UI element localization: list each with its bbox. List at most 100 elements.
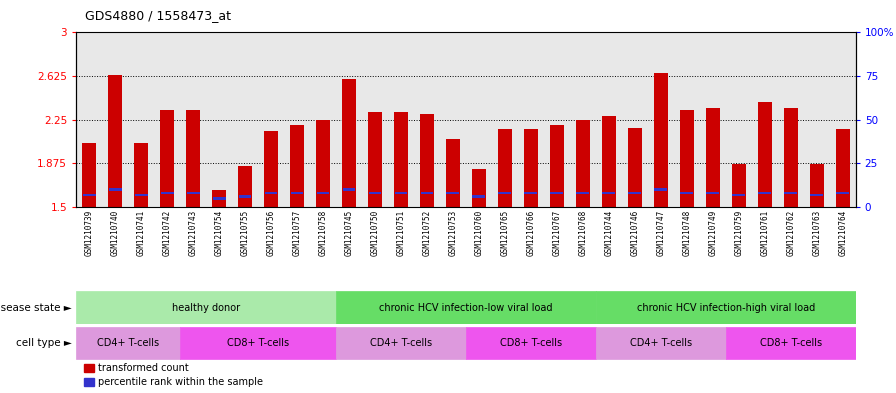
- Text: GSM1210756: GSM1210756: [266, 210, 276, 256]
- Bar: [212, 197, 226, 200]
- Text: GSM1210743: GSM1210743: [188, 210, 198, 256]
- Text: GSM1210751: GSM1210751: [396, 210, 406, 256]
- Bar: [550, 192, 564, 195]
- Bar: [654, 73, 668, 207]
- Bar: [836, 192, 849, 195]
- Text: GSM1210742: GSM1210742: [162, 210, 172, 256]
- Bar: [498, 129, 512, 207]
- Text: GSM1210748: GSM1210748: [682, 210, 692, 256]
- Bar: [810, 194, 823, 196]
- Text: GSM1210759: GSM1210759: [734, 210, 744, 256]
- Text: CD4+ T-cells: CD4+ T-cells: [370, 338, 432, 348]
- Text: GSM1210745: GSM1210745: [344, 210, 354, 256]
- Text: GSM1210741: GSM1210741: [136, 210, 146, 256]
- Bar: [76, 327, 180, 359]
- Text: chronic HCV infection-low viral load: chronic HCV infection-low viral load: [379, 303, 553, 312]
- Bar: [336, 327, 466, 359]
- Text: GSM1210740: GSM1210740: [110, 210, 120, 256]
- Bar: [758, 102, 771, 207]
- Text: percentile rank within the sample: percentile rank within the sample: [98, 377, 263, 387]
- Bar: [316, 120, 330, 207]
- Bar: [654, 188, 668, 191]
- Bar: [108, 75, 122, 207]
- Text: GSM1210760: GSM1210760: [474, 210, 484, 256]
- Text: GSM1210746: GSM1210746: [630, 210, 640, 256]
- Text: GSM1210761: GSM1210761: [760, 210, 770, 256]
- Bar: [524, 129, 538, 207]
- Bar: [602, 116, 616, 207]
- Text: GSM1210752: GSM1210752: [422, 210, 432, 256]
- Bar: [212, 190, 226, 207]
- Bar: [732, 194, 745, 196]
- Text: GSM1210758: GSM1210758: [318, 210, 328, 256]
- Bar: [602, 192, 616, 195]
- Bar: [576, 192, 590, 195]
- Text: GSM1210754: GSM1210754: [214, 210, 224, 256]
- Bar: [596, 292, 856, 323]
- Bar: [680, 192, 694, 195]
- Text: GSM1210749: GSM1210749: [708, 210, 718, 256]
- Bar: [264, 131, 278, 207]
- Text: GSM1210765: GSM1210765: [500, 210, 510, 256]
- Bar: [342, 79, 356, 207]
- Bar: [368, 112, 382, 207]
- Text: GSM1210757: GSM1210757: [292, 210, 302, 256]
- Bar: [446, 140, 460, 207]
- Text: GDS4880 / 1558473_at: GDS4880 / 1558473_at: [85, 9, 231, 22]
- Bar: [76, 292, 336, 323]
- Bar: [810, 164, 823, 207]
- Bar: [290, 125, 304, 207]
- Text: CD4+ T-cells: CD4+ T-cells: [97, 338, 159, 348]
- Bar: [238, 195, 252, 198]
- Bar: [82, 194, 96, 196]
- Bar: [238, 166, 252, 207]
- Bar: [524, 192, 538, 195]
- Bar: [420, 114, 434, 207]
- Bar: [180, 327, 336, 359]
- Bar: [134, 143, 148, 207]
- Text: GSM1210768: GSM1210768: [578, 210, 588, 256]
- Bar: [576, 120, 590, 207]
- Text: CD8+ T-cells: CD8+ T-cells: [227, 338, 289, 348]
- Bar: [706, 108, 719, 207]
- Text: GSM1210750: GSM1210750: [370, 210, 380, 256]
- Text: GSM1210755: GSM1210755: [240, 210, 250, 256]
- Text: GSM1210763: GSM1210763: [812, 210, 822, 256]
- Bar: [394, 192, 408, 195]
- Bar: [84, 364, 94, 372]
- Bar: [784, 108, 797, 207]
- Bar: [472, 169, 486, 207]
- Bar: [784, 192, 797, 195]
- Text: GSM1210764: GSM1210764: [838, 210, 848, 256]
- Bar: [680, 110, 694, 207]
- Text: chronic HCV infection-high viral load: chronic HCV infection-high viral load: [637, 303, 814, 312]
- Bar: [732, 164, 745, 207]
- Bar: [726, 327, 856, 359]
- Text: disease state ►: disease state ►: [0, 303, 72, 312]
- Bar: [368, 192, 382, 195]
- Bar: [264, 192, 278, 195]
- Bar: [342, 188, 356, 191]
- Bar: [316, 192, 330, 195]
- Text: healthy donor: healthy donor: [172, 303, 240, 312]
- Bar: [160, 192, 174, 195]
- Bar: [186, 192, 200, 195]
- Bar: [82, 143, 96, 207]
- Bar: [420, 192, 434, 195]
- Text: CD8+ T-cells: CD8+ T-cells: [760, 338, 822, 348]
- Bar: [108, 188, 122, 191]
- Bar: [186, 110, 200, 207]
- Text: GSM1210744: GSM1210744: [604, 210, 614, 256]
- Bar: [160, 110, 174, 207]
- Bar: [472, 195, 486, 198]
- Bar: [84, 378, 94, 386]
- Bar: [596, 327, 726, 359]
- Text: CD4+ T-cells: CD4+ T-cells: [630, 338, 692, 348]
- Text: GSM1210762: GSM1210762: [786, 210, 796, 256]
- Text: GSM1210766: GSM1210766: [526, 210, 536, 256]
- Bar: [628, 128, 642, 207]
- Text: transformed count: transformed count: [98, 363, 189, 373]
- Bar: [446, 192, 460, 195]
- Text: GSM1210747: GSM1210747: [656, 210, 666, 256]
- Text: GSM1210767: GSM1210767: [552, 210, 562, 256]
